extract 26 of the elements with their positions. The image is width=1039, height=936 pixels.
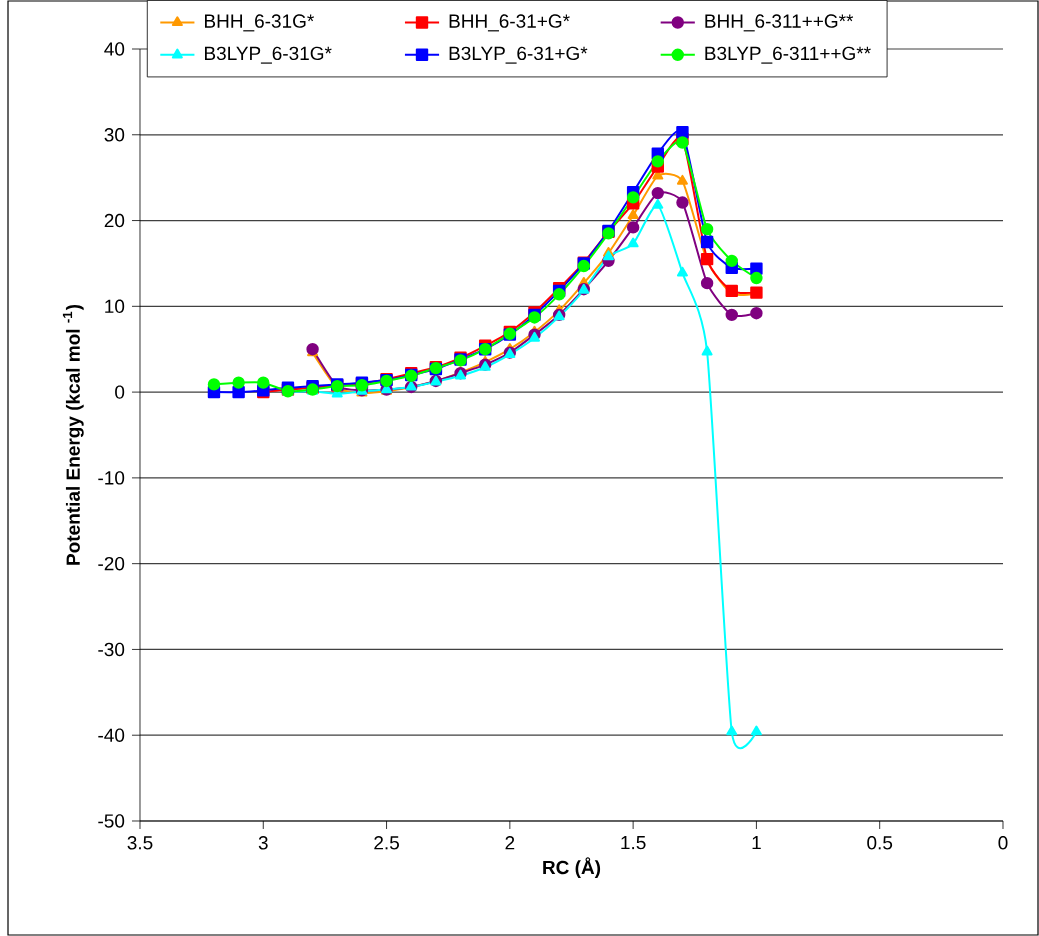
x-axis-title: RC (Å)	[543, 857, 601, 878]
x-tick-label: 2	[505, 836, 515, 850]
x-tick-label: 1	[752, 836, 761, 850]
y-tick-label: -50	[98, 814, 125, 828]
x-tick-label: 3	[258, 836, 268, 850]
legend-label: BHH_6-31+G*	[449, 14, 570, 32]
y-tick-label: 40	[104, 42, 125, 56]
y-tick-label: -10	[98, 471, 125, 485]
legend-label: BHH_6-31G*	[205, 14, 314, 32]
legend-label: B3LYP_6-311++G**	[705, 46, 871, 64]
y-tick-label: -20	[98, 556, 125, 571]
y-axis-title: Potential Energy (kcal mol $^{-1}$)	[62, 304, 84, 565]
legend-label: B3LYP_6-31G*	[205, 46, 332, 64]
x-tick-label: 1.5	[621, 836, 646, 850]
x-tick-label: 3.5	[127, 836, 153, 850]
y-tick-label: -30	[98, 642, 125, 657]
y-tick-label: 0	[115, 385, 125, 399]
x-tick-label: 2.5	[374, 836, 399, 850]
y-tick-label: -40	[98, 728, 125, 742]
y-tick-label: 30	[104, 128, 125, 142]
legend-label: BHH_6-311++G**	[705, 14, 854, 32]
x-tick-label: 0	[998, 836, 1008, 850]
x-tick-label: 0.5	[867, 836, 893, 850]
y-tick-label: 20	[104, 213, 125, 228]
legend-label: B3LYP_6-31+G*	[449, 46, 588, 64]
y-tick-label: 10	[105, 299, 125, 314]
